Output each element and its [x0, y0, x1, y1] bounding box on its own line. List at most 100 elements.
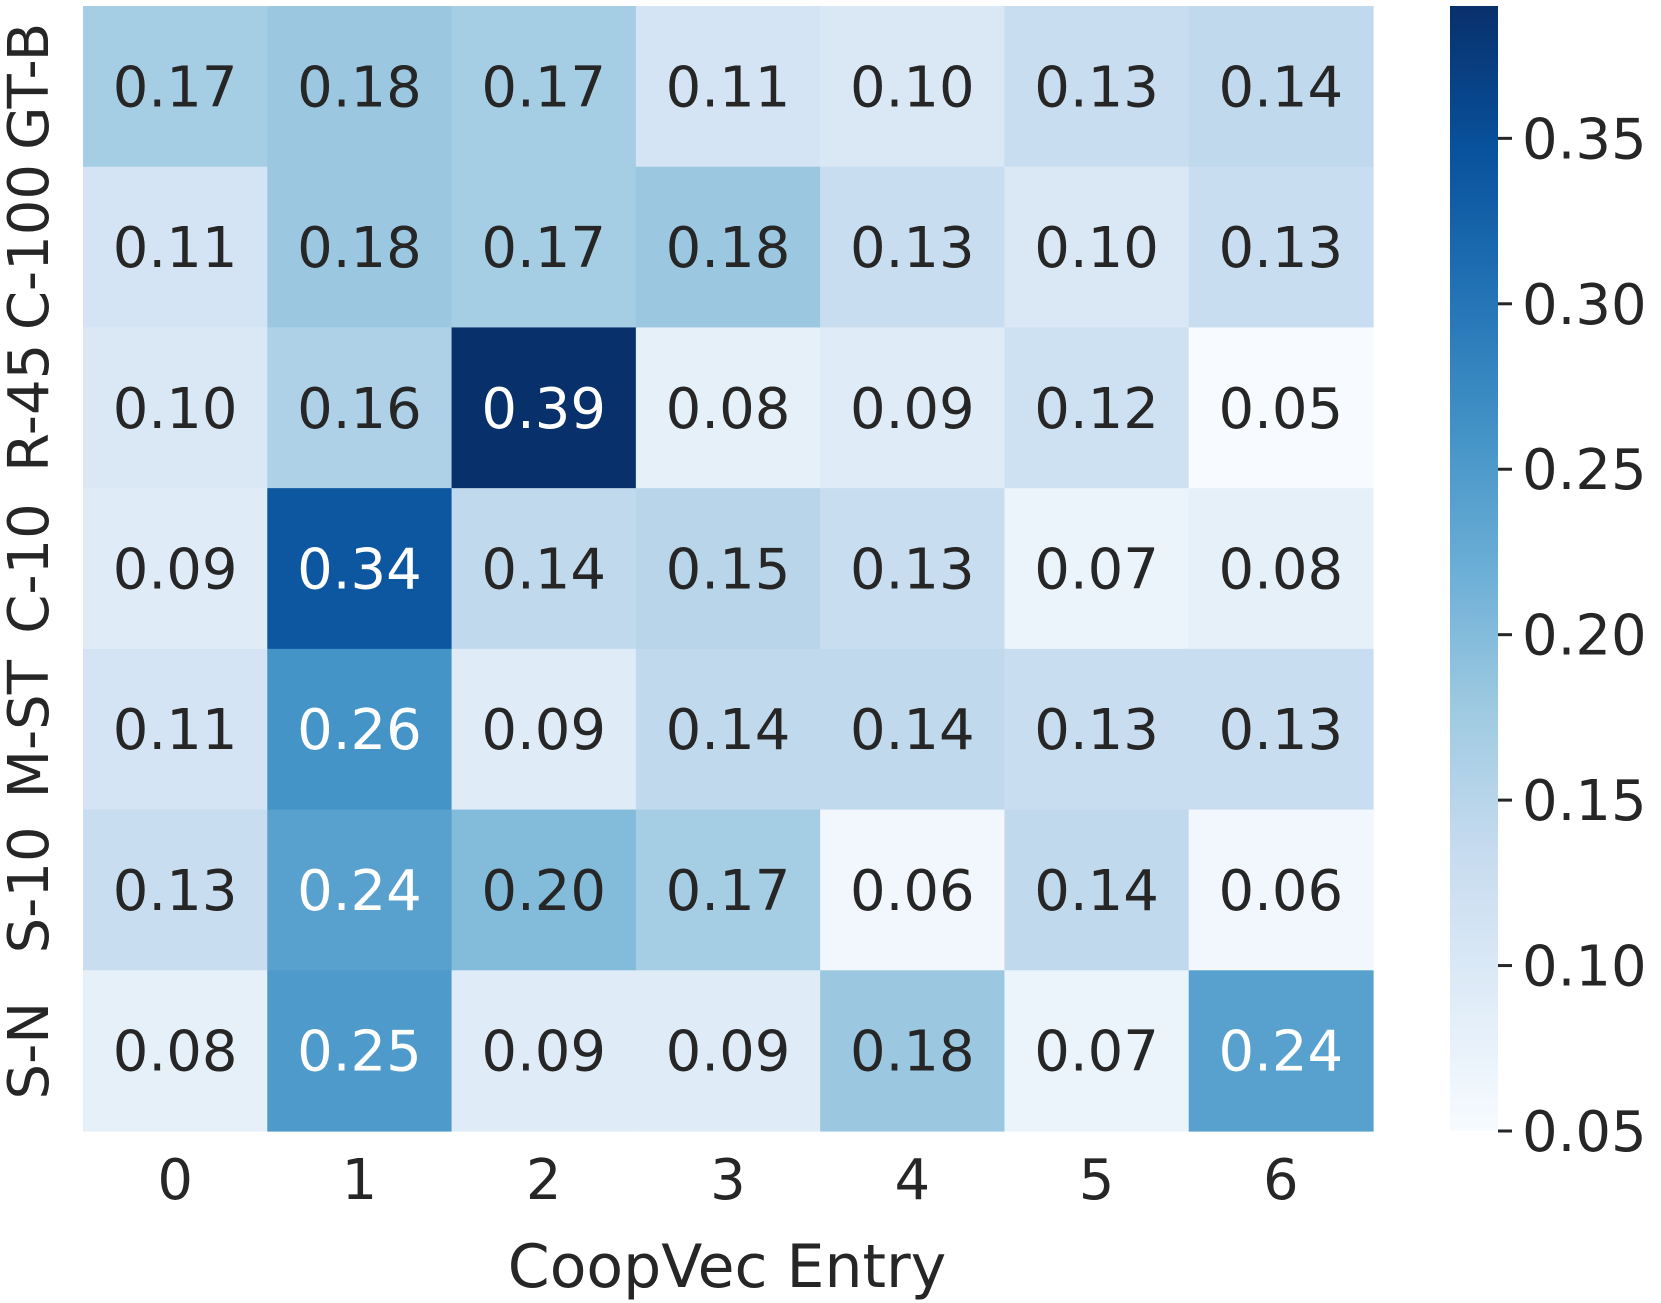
y-tick-label: GT-B — [0, 23, 62, 150]
heatmap-cell — [267, 648, 453, 811]
heatmap-cell-value: 0.07 — [1034, 1020, 1159, 1085]
heatmap-cell — [451, 166, 637, 329]
heatmap-cell — [635, 327, 821, 489]
colorbar-gradient — [1450, 6, 1498, 1131]
heatmap-cell-value: 0.11 — [666, 55, 791, 120]
heatmap-cell-value: 0.06 — [1219, 859, 1344, 924]
heatmap-cell-value: 0.15 — [666, 538, 791, 603]
heatmap-cell — [820, 648, 1006, 811]
heatmap-cell — [1004, 648, 1190, 811]
heatmap-cell-value: 0.09 — [113, 538, 238, 603]
heatmap-cell — [1188, 648, 1374, 811]
y-tick-label: C-10 — [0, 503, 62, 634]
x-tick-label: 5 — [1079, 1148, 1115, 1213]
heatmap-cell — [1188, 6, 1374, 168]
heatmap-cell-value: 0.14 — [1219, 55, 1344, 120]
heatmap-cell — [1188, 166, 1374, 329]
heatmap-cell — [820, 970, 1006, 1132]
heatmap-cell — [1188, 970, 1374, 1132]
heatmap-cell — [1004, 970, 1190, 1132]
heatmap-cell-value: 0.13 — [1034, 698, 1159, 763]
heatmap-cell-value: 0.14 — [666, 698, 791, 763]
heatmap-cell — [1004, 6, 1190, 168]
heatmap-cell-value: 0.24 — [297, 859, 422, 924]
heatmap-cell-value: 0.13 — [850, 538, 975, 603]
heatmap-cell — [267, 327, 453, 489]
heatmap-cell-value: 0.09 — [481, 698, 606, 763]
heatmap-cell-value: 0.09 — [850, 377, 975, 442]
heatmap-cell — [1004, 809, 1190, 971]
x-tick-label: 6 — [1263, 1148, 1299, 1213]
x-tick-label: 2 — [526, 1148, 562, 1213]
heatmap-cell — [267, 809, 453, 971]
x-tick-label: 1 — [342, 1148, 378, 1213]
colorbar-tick-label: 0.25 — [1522, 438, 1647, 503]
heatmap-cell-value: 0.09 — [666, 1020, 791, 1085]
heatmap-cell-value: 0.14 — [850, 698, 975, 763]
heatmap-cell-value: 0.06 — [850, 859, 975, 924]
y-tick-label: M-ST — [0, 659, 62, 798]
heatmap-cell — [83, 327, 268, 489]
x-tick-label: 4 — [894, 1148, 930, 1213]
heatmap-cell — [635, 6, 821, 168]
heatmap-cell — [451, 6, 637, 168]
y-tick-label: S-10 — [0, 826, 62, 953]
x-tick-label: 3 — [710, 1148, 746, 1213]
heatmap-cell-value: 0.08 — [666, 377, 791, 442]
y-tick-label: R-45 — [0, 344, 62, 472]
colorbar-ticks: 0.05 0.10 0.15 0.20 0.25 0.30 0.35 — [1498, 107, 1647, 1165]
y-tick-label: C-100 — [0, 164, 62, 330]
colorbar-tick-label: 0.10 — [1522, 935, 1647, 1000]
heatmap-cell-value: 0.16 — [297, 377, 422, 442]
heatmap-cell-value: 0.13 — [1034, 55, 1159, 120]
colorbar-tick-label: 0.35 — [1522, 107, 1647, 172]
colorbar: 0.05 0.10 0.15 0.20 0.25 0.30 0.35 — [1450, 6, 1647, 1165]
heatmap-cell-value: 0.34 — [297, 538, 422, 603]
heatmap-cells — [83, 6, 1374, 1132]
heatmap-cell — [451, 488, 637, 650]
heatmap-cell — [635, 648, 821, 811]
heatmap-cell — [1188, 327, 1374, 489]
x-tick-label: 0 — [157, 1148, 193, 1213]
heatmap-cell — [451, 648, 637, 811]
heatmap-cell — [267, 970, 453, 1132]
heatmap-cell — [1004, 327, 1190, 489]
heatmap-cell-value: 0.10 — [850, 55, 975, 120]
heatmap-cell — [635, 809, 821, 971]
colorbar-tick-label: 0.15 — [1522, 769, 1647, 834]
heatmap-cell — [1188, 488, 1374, 650]
heatmap-cell-value: 0.08 — [113, 1020, 238, 1085]
heatmap-cell-labels: 0.17 0.18 0.17 0.11 0.10 0.13 0.14 0.11 0.18 0.17… — [113, 55, 1343, 1084]
heatmap-cell — [83, 809, 268, 971]
heatmap-cell — [820, 488, 1006, 650]
heatmap-cell-value: 0.18 — [297, 216, 422, 281]
heatmap-cell-value: 0.09 — [481, 1020, 606, 1085]
heatmap-cell-value: 0.11 — [113, 698, 238, 763]
heatmap-cell-value: 0.10 — [113, 377, 238, 442]
colorbar-tick-label: 0.30 — [1522, 273, 1647, 338]
heatmap-cell — [83, 6, 268, 168]
heatmap-cell-value: 0.05 — [1219, 377, 1344, 442]
y-axis-tick-labels: GT-B C-100 R-45 C-10 M-ST S-10 S-N — [0, 23, 62, 1100]
heatmap-cell — [1004, 488, 1190, 650]
heatmap-cell — [820, 809, 1006, 971]
heatmap-cell-value: 0.12 — [1034, 377, 1159, 442]
heatmap-cell-value: 0.18 — [666, 216, 791, 281]
heatmap-cell-value: 0.13 — [850, 216, 975, 281]
heatmap-cell — [267, 6, 453, 168]
heatmap-cell — [820, 166, 1006, 329]
heatmap-cell — [451, 809, 637, 971]
heatmap-cell-value: 0.07 — [1034, 538, 1159, 603]
heatmap-cell — [83, 970, 268, 1132]
heatmap-cell-value: 0.17 — [481, 55, 606, 120]
heatmap-cell — [1004, 166, 1190, 329]
heatmap-cell-value: 0.10 — [1034, 216, 1159, 281]
heatmap-cell-value: 0.18 — [850, 1020, 975, 1085]
heatmap-cell — [820, 6, 1006, 168]
heatmap-cell — [267, 166, 453, 329]
heatmap-cell-value: 0.11 — [113, 216, 238, 281]
heatmap-cell — [635, 166, 821, 329]
heatmap-cell-value: 0.14 — [481, 538, 606, 603]
heatmap-cell-value: 0.13 — [113, 859, 238, 924]
